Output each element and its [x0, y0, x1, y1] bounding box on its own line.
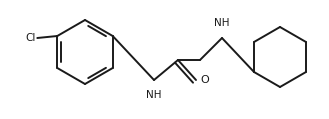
Text: NH: NH [214, 18, 230, 28]
Text: NH: NH [146, 90, 162, 100]
Text: Cl: Cl [25, 33, 35, 43]
Text: O: O [200, 75, 209, 85]
